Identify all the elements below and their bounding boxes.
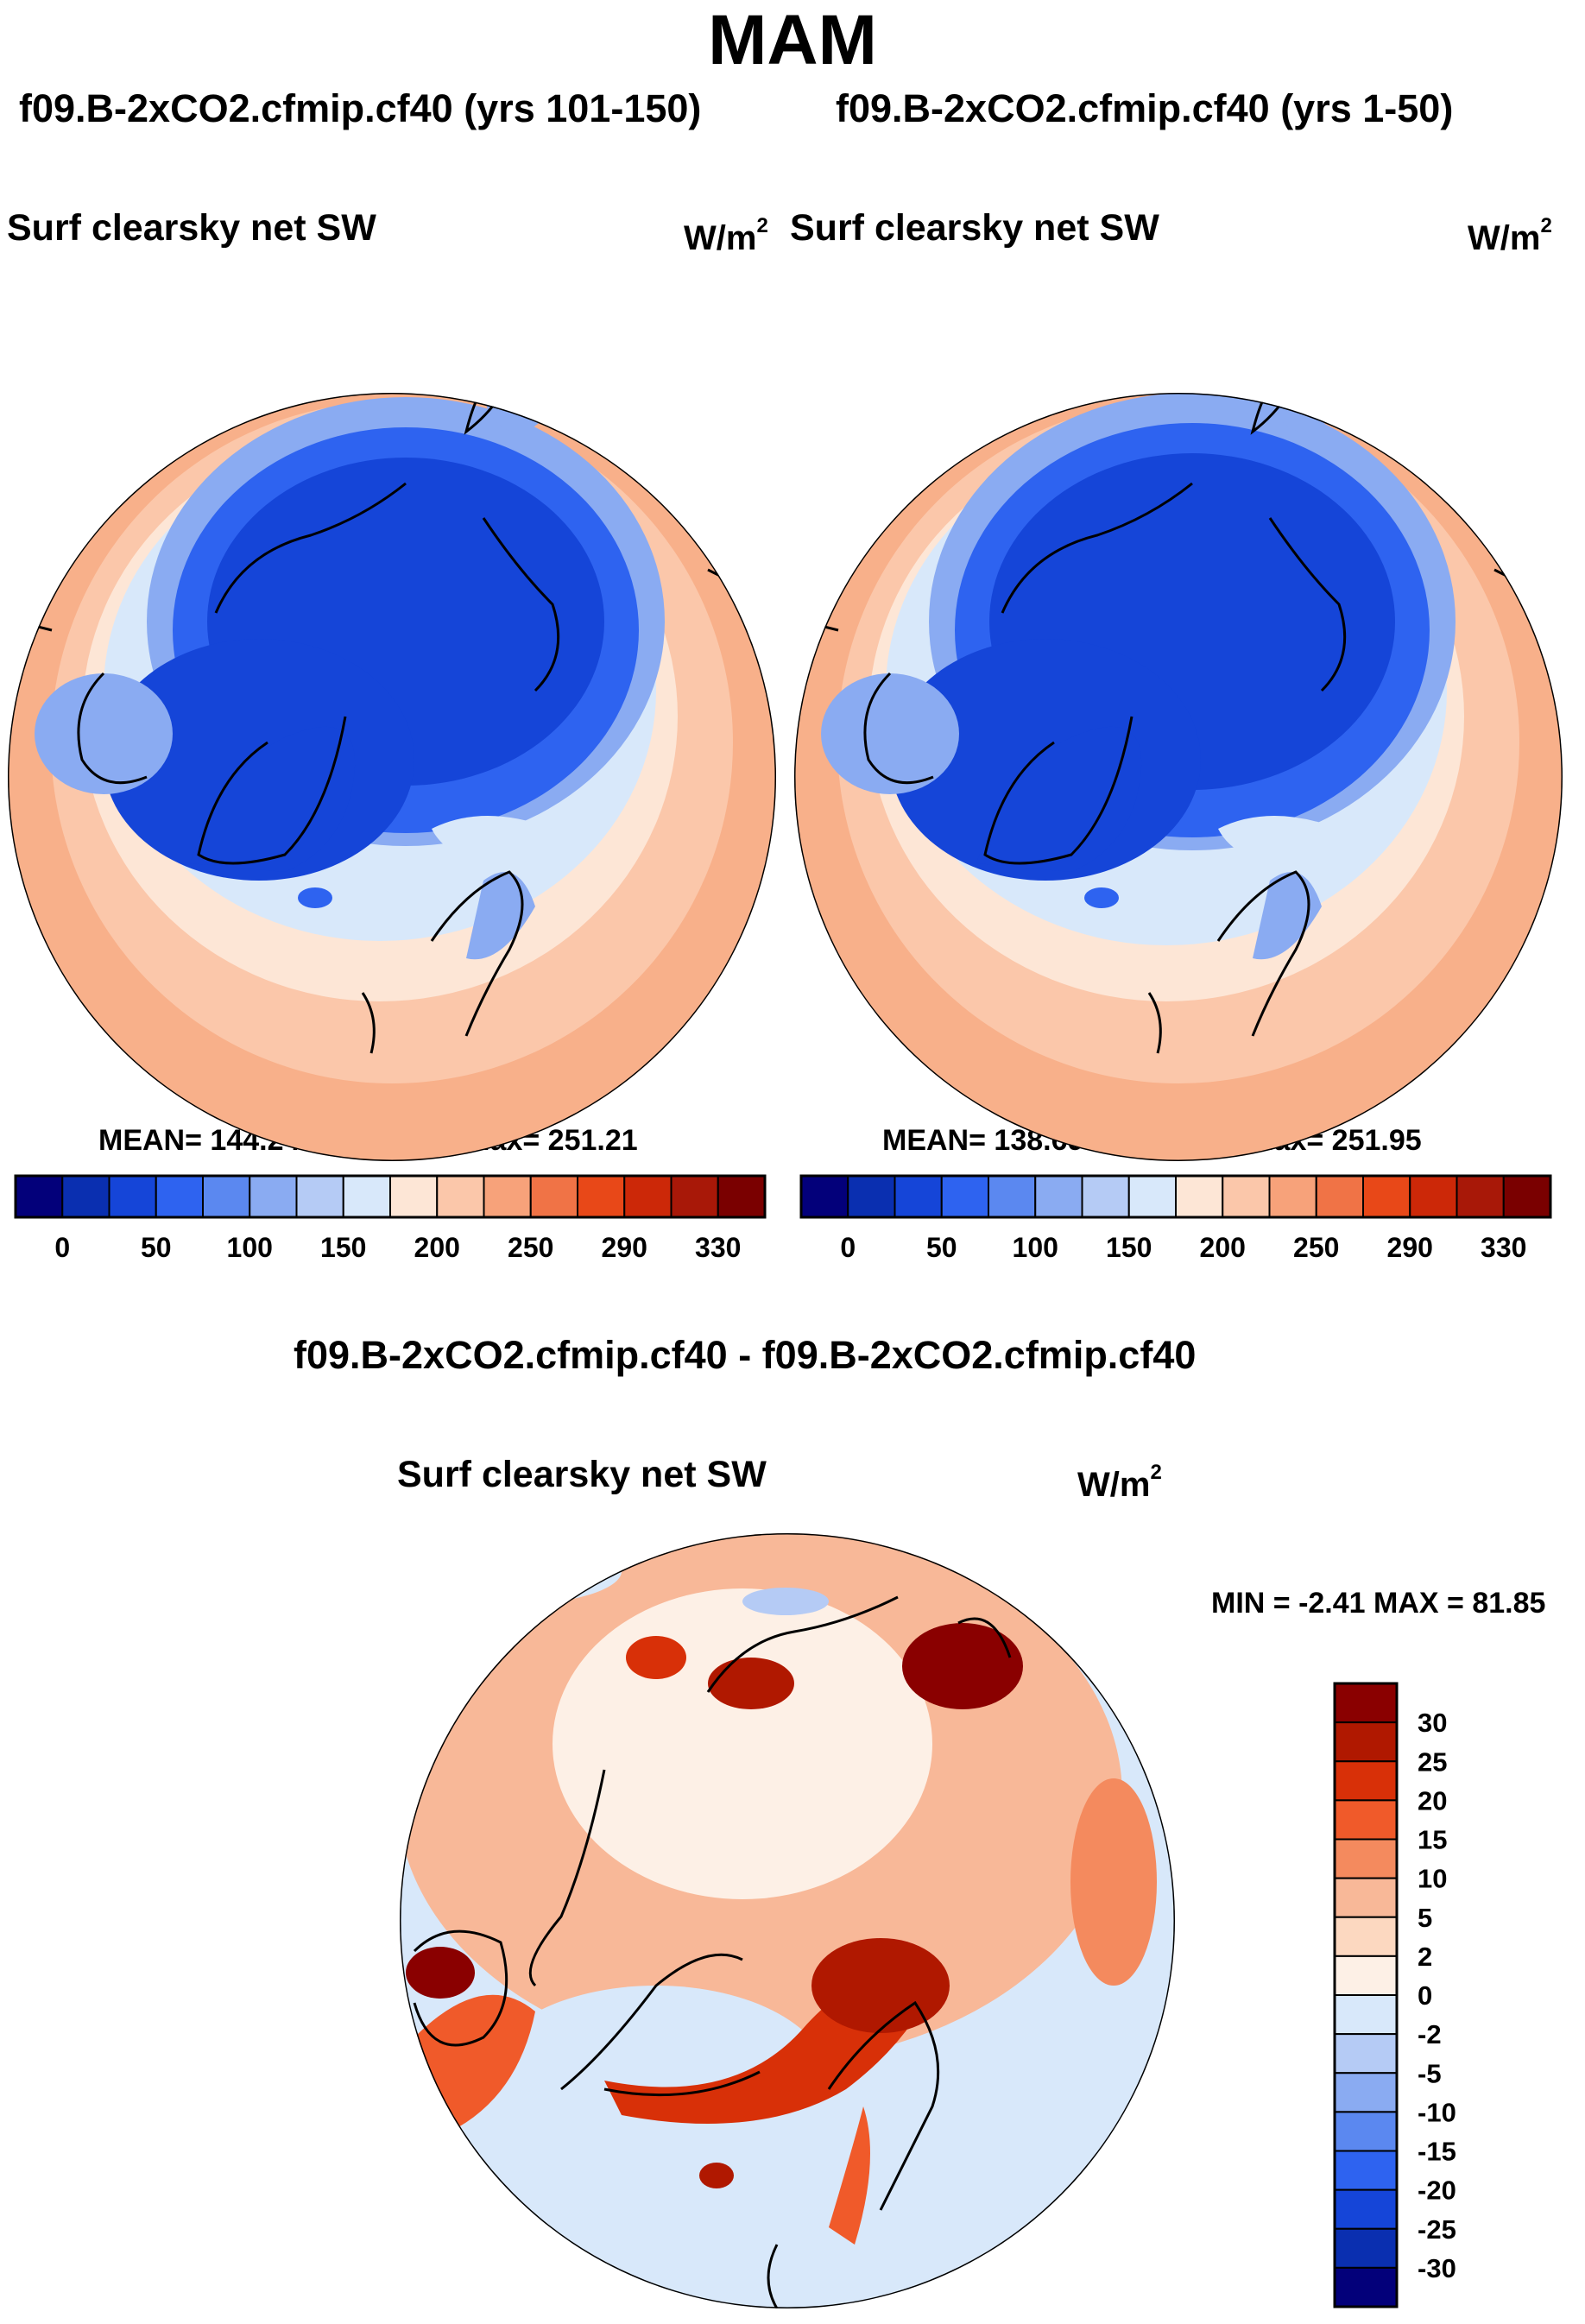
colorbar-tick-label: 100 (227, 1232, 273, 1263)
colorbar-swatch (800, 1175, 849, 1218)
colorbar-swatch (1334, 2266, 1398, 2308)
colorbar-swatch (61, 1175, 111, 1218)
panel1-map (8, 393, 776, 1161)
colorbar-tick-label: 0 (1418, 1980, 1432, 2011)
figure-title: MAM (708, 1, 877, 79)
colorbar-swatch (1334, 1760, 1398, 1802)
colorbar-swatch (1334, 2188, 1398, 2230)
panel1-title: f09.B-2xCO2.cfmip.cf40 (yrs 101-150) (19, 86, 702, 130)
colorbar-tick-label: 2 (1418, 1942, 1432, 1972)
colorbar-swatch (108, 1175, 157, 1218)
colorbar-swatch (1334, 2111, 1398, 2152)
colorbar-swatch (894, 1175, 943, 1218)
colorbar-swatch (529, 1175, 578, 1218)
colorbar-tick-label: 150 (1106, 1232, 1152, 1263)
panel2-title: f09.B-2xCO2.cfmip.cf40 (yrs 1-50) (836, 86, 1454, 130)
colorbar-swatch (988, 1175, 1037, 1218)
colorbar-swatch (1334, 2033, 1398, 2075)
colorbar-tick-label: 290 (602, 1232, 647, 1263)
colorbar-tick-label: 290 (1387, 1232, 1433, 1263)
panel2-unit-label: W/m2 (1468, 214, 1552, 257)
colorbar-swatch (1502, 1175, 1551, 1218)
colorbar-tick-label: 250 (508, 1232, 553, 1263)
colorbar-tick-label: -10 (1418, 2097, 1456, 2127)
colorbar-tick-label: -2 (1418, 2019, 1442, 2049)
colorbar-swatch (670, 1175, 719, 1218)
colorbar-swatch (1334, 2150, 1398, 2191)
colorbar-swatch (847, 1175, 896, 1218)
colorbar-tick-label: 15 (1418, 1825, 1447, 1855)
colorbar-swatch (202, 1175, 251, 1218)
panel3-variable-label: Surf clearsky net SW (397, 1454, 767, 1495)
colorbar-swatch (1175, 1175, 1224, 1218)
colorbar-swatch (483, 1175, 532, 1218)
colorbar-tick-label: -30 (1418, 2253, 1456, 2283)
colorbar-tick-label: 50 (926, 1232, 957, 1263)
colorbar-swatch (1034, 1175, 1083, 1218)
colorbar-swatch (1334, 2227, 1398, 2269)
colorbar-tick-label: -25 (1418, 2214, 1456, 2245)
colorbar-swatch (1081, 1175, 1130, 1218)
colorbar-tick-label: 150 (320, 1232, 366, 1263)
colorbar-swatch (249, 1175, 298, 1218)
colorbar-swatch (1334, 1955, 1398, 1996)
colorbar-swatch (1334, 1994, 1398, 2036)
colorbar-tick-label: 330 (695, 1232, 741, 1263)
panel2-map (794, 393, 1563, 1161)
colorbar-swatch (1334, 1838, 1398, 1879)
colorbar-swatch (1222, 1175, 1271, 1218)
panel3-map (400, 1533, 1175, 2308)
colorbar-swatch (1334, 1916, 1398, 1957)
colorbar-swatch (1315, 1175, 1364, 1218)
colorbar-tick-label: -15 (1418, 2137, 1456, 2167)
colorbar-swatch (436, 1175, 485, 1218)
colorbar-tick-label: -20 (1418, 2176, 1456, 2206)
colorbar-swatch (1268, 1175, 1317, 1218)
panel1-colorbar: 0 50 100 150 200 250 290 330 (14, 1174, 767, 1263)
colorbar-swatch (1334, 1877, 1398, 1918)
colorbar-tick-label: 50 (141, 1232, 172, 1263)
colorbar-swatch (155, 1175, 204, 1218)
colorbar-swatch (15, 1175, 64, 1218)
panel3-title: f09.B-2xCO2.cfmip.cf40 - f09.B-2xCO2.cfm… (294, 1333, 1197, 1377)
colorbar-swatch (940, 1175, 989, 1218)
panel2-variable-label: Surf clearsky net SW (790, 207, 1159, 249)
panel2-colorbar: 0 50 100 150 200 250 290 330 (799, 1174, 1552, 1263)
colorbar-swatch (342, 1175, 391, 1218)
colorbar-tick-label: 0 (840, 1232, 856, 1263)
colorbar-swatch (1409, 1175, 1458, 1218)
colorbar-tick-label: 100 (1013, 1232, 1058, 1263)
colorbar-swatch (1334, 1799, 1398, 1841)
colorbar-swatch (717, 1175, 766, 1218)
panel3-unit-label: W/m2 (1077, 1461, 1162, 1504)
panel3-stats: MIN = -2.41 MAX = 81.85 (1211, 1587, 1546, 1620)
colorbar-swatch (389, 1175, 439, 1218)
colorbar-tick-label: 0 (54, 1232, 70, 1263)
colorbar-tick-label: 5 (1418, 1903, 1432, 1933)
colorbar-tick-label: -5 (1418, 2058, 1442, 2088)
colorbar-swatch (1456, 1175, 1505, 1218)
colorbar-tick-label: 10 (1418, 1864, 1447, 1894)
colorbar-tick-label: 330 (1481, 1232, 1526, 1263)
colorbar-swatch (1334, 1683, 1398, 1724)
colorbar-swatch (623, 1175, 673, 1218)
colorbar-swatch (1334, 2072, 1398, 2113)
colorbar-swatch (295, 1175, 344, 1218)
colorbar-tick-label: 30 (1418, 1708, 1447, 1738)
panel1-variable-label: Surf clearsky net SW (7, 207, 376, 249)
colorbar-swatch (577, 1175, 626, 1218)
colorbar-tick-label: 200 (414, 1232, 460, 1263)
colorbar-swatch (1127, 1175, 1177, 1218)
colorbar-tick-label: 250 (1293, 1232, 1339, 1263)
colorbar-tick-label: 200 (1200, 1232, 1246, 1263)
colorbar-tick-label: 25 (1418, 1746, 1447, 1777)
colorbar-swatch (1362, 1175, 1411, 1218)
colorbar-swatch (1334, 1721, 1398, 1763)
colorbar-tick-label: 20 (1418, 1785, 1447, 1816)
panel1-unit-label: W/m2 (684, 214, 768, 257)
